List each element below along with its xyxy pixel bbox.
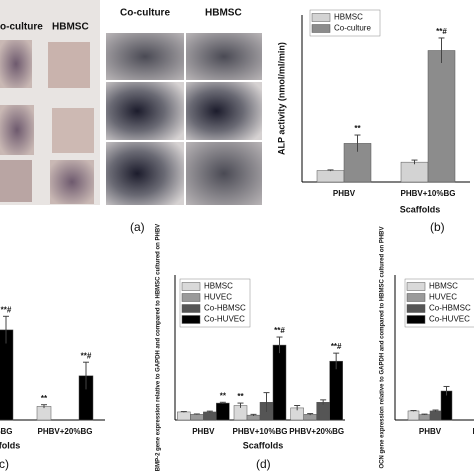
legend-label: HUVEC xyxy=(204,293,232,302)
x-tick-label: PHBV xyxy=(333,189,356,198)
x-axis-label: Scaffolds xyxy=(243,440,284,450)
micrograph xyxy=(186,33,262,80)
annotation: **# xyxy=(331,342,342,351)
panel-caption: (a) xyxy=(130,220,145,234)
annotation: **# xyxy=(274,326,285,335)
bar xyxy=(303,414,317,421)
micrograph xyxy=(106,142,184,205)
micrograph xyxy=(186,142,262,205)
micrograph xyxy=(106,82,184,140)
bar xyxy=(216,402,230,421)
x-tick-label: PHBV+20%BG xyxy=(289,427,344,436)
photo-label: Co-culture xyxy=(120,8,170,19)
legend-swatch xyxy=(181,315,201,324)
x-tick-label: PHBV+20%BG xyxy=(38,427,93,436)
x-tick-label: PHBV+10%BG xyxy=(401,189,456,198)
annotation: **# xyxy=(81,351,92,360)
bar xyxy=(272,344,287,421)
bar xyxy=(400,161,429,183)
legend-label: Co-culture xyxy=(334,24,371,33)
photo-panel: o-culture HBMSC Co-culture HBMSC (a) xyxy=(0,0,262,234)
annotation: **# xyxy=(436,27,447,36)
x-tick-label: PHBV+10%BG xyxy=(473,427,474,436)
legend-label: HBMSC xyxy=(429,282,458,291)
legend-swatch xyxy=(406,282,426,291)
annotation: ** xyxy=(237,392,244,401)
legend-label: Co-HBMSC xyxy=(204,304,246,313)
x-tick-label: PHBV+10%BG xyxy=(0,427,12,436)
annotation: **# xyxy=(1,305,12,314)
panel-caption: (b) xyxy=(430,220,445,234)
scaffold-photo xyxy=(0,40,32,88)
x-tick-label: PHBV xyxy=(192,427,215,436)
scaffold-photo xyxy=(52,108,94,153)
legend-label: HBMSC xyxy=(334,13,363,22)
x-tick-label: PHBV xyxy=(419,427,442,436)
scaffold-photo xyxy=(0,105,34,155)
legend-swatch xyxy=(311,24,331,33)
legend-swatch xyxy=(406,293,426,302)
y-axis-label: OCN gene expression relative to GAPDH an… xyxy=(380,226,386,468)
scaffold-photo xyxy=(50,160,94,204)
photo-label: HBMSC xyxy=(52,22,89,33)
annotation: ** xyxy=(41,394,48,403)
legend-label: HUVEC xyxy=(429,293,457,302)
bar xyxy=(316,402,330,421)
legend-swatch xyxy=(311,13,331,22)
y-axis-label: BMP-2 gene expression relative to GAPDH … xyxy=(156,224,162,471)
bar xyxy=(407,410,420,421)
legend-swatch xyxy=(406,315,426,324)
bar xyxy=(329,360,343,421)
bar xyxy=(36,406,52,421)
legend-label: Co-HUVEC xyxy=(204,315,245,324)
panel-caption: (c) xyxy=(0,457,9,471)
legend-label: Co-HUVEC xyxy=(429,315,470,324)
photo-label: HBMSC xyxy=(205,8,242,19)
micrograph xyxy=(106,33,184,80)
x-axis-label: Scaffolds xyxy=(0,440,20,450)
scaffold-photo xyxy=(48,42,90,88)
legend-swatch xyxy=(181,293,201,302)
bar xyxy=(203,411,217,421)
annotation: ** xyxy=(220,391,227,400)
x-tick-label: PHBV+10%BG xyxy=(233,427,288,436)
photo-label: o-culture xyxy=(0,22,43,33)
legend-label: HBMSC xyxy=(204,282,233,291)
bar xyxy=(190,414,204,421)
panel-caption: (d) xyxy=(256,457,271,471)
micrograph xyxy=(186,82,262,140)
legend-label: Co-HBMSC xyxy=(429,304,471,313)
bar xyxy=(316,170,345,183)
legend-swatch xyxy=(406,304,426,313)
bar xyxy=(418,414,431,421)
y-axis-label: ALP activity (nmol/ml/min) xyxy=(276,42,286,155)
bar xyxy=(429,410,442,421)
x-axis-label: Scaffolds xyxy=(400,204,441,214)
legend-swatch xyxy=(181,282,201,291)
bar xyxy=(427,50,456,183)
legend-swatch xyxy=(181,304,201,313)
bar xyxy=(177,411,191,421)
annotation: ** xyxy=(354,124,361,133)
scaffold-photo xyxy=(0,160,32,202)
